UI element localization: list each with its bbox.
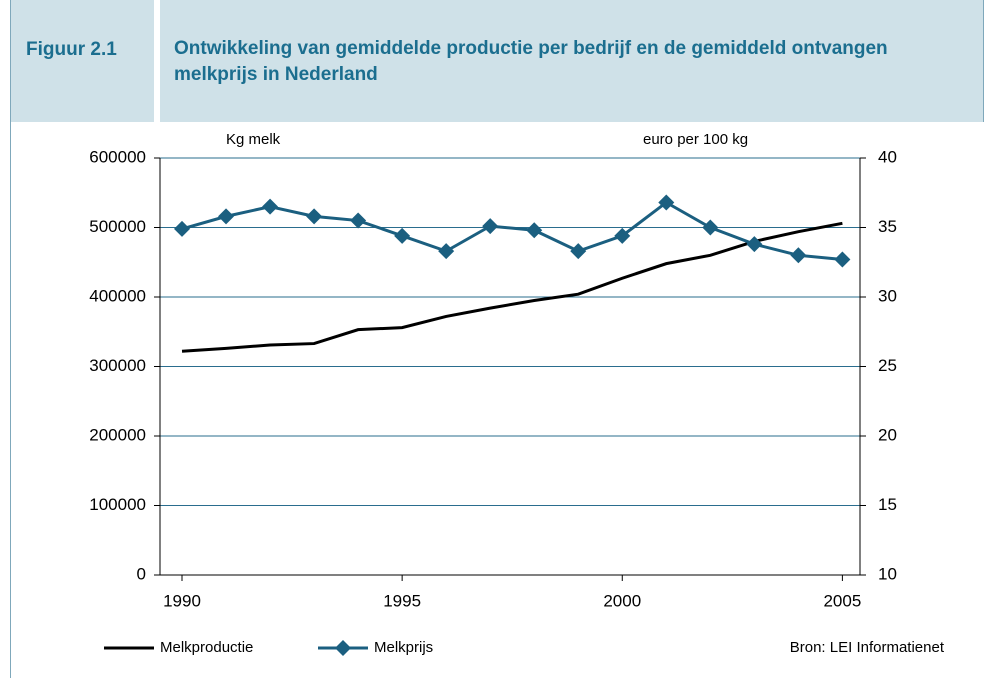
legend-label: Melkproductie [160, 639, 253, 656]
y-tick-label: 300000 [89, 356, 146, 375]
chart-title: Ontwikkeling van gemiddelde productie pe… [174, 38, 888, 85]
y2-tick-label: 30 [878, 286, 897, 305]
marker [614, 227, 631, 244]
marker [482, 218, 499, 235]
marker [262, 198, 279, 215]
source: Bron: LEI Informatienet [790, 639, 945, 656]
marker [702, 219, 719, 236]
marker [394, 227, 411, 244]
y2-tick-label: 35 [878, 217, 897, 236]
marker [438, 243, 455, 260]
marker [526, 222, 543, 239]
y2-axis-label: euro per 100 kg [643, 131, 748, 148]
y2-tick-label: 40 [878, 147, 897, 166]
y2-tick-label: 25 [878, 356, 897, 375]
figure-label: Figuur 2.1 [26, 39, 117, 60]
legend-label: Melkprijs [374, 639, 433, 656]
marker [306, 208, 323, 225]
y-tick-label: 600000 [89, 147, 146, 166]
header-band [10, 0, 984, 122]
y-tick-label: 100000 [89, 495, 146, 514]
y2-tick-label: 10 [878, 564, 897, 583]
y-tick-label: 0 [137, 564, 146, 583]
marker [834, 251, 851, 268]
y2-tick-label: 20 [878, 425, 897, 444]
marker [790, 247, 807, 264]
marker [746, 236, 763, 253]
x-tick-label: 2000 [603, 591, 641, 610]
legend-marker [335, 640, 351, 656]
marker [658, 194, 675, 211]
marker [570, 243, 587, 260]
header-separator [154, 0, 160, 122]
marker [218, 208, 235, 225]
y2-tick-label: 15 [878, 495, 897, 514]
marker [174, 220, 191, 237]
y-tick-label: 400000 [89, 286, 146, 305]
y-axis-label: Kg melk [226, 131, 281, 148]
series-line [181, 200, 843, 261]
x-tick-label: 2005 [823, 591, 861, 610]
x-tick-label: 1995 [383, 591, 421, 610]
series-line [181, 221, 843, 353]
y-tick-label: 200000 [89, 425, 146, 444]
title-box: Ontwikkeling van gemiddelde productie pe… [174, 38, 888, 85]
marker [350, 212, 367, 229]
y-tick-label: 500000 [89, 217, 146, 236]
x-tick-label: 1990 [163, 591, 201, 610]
